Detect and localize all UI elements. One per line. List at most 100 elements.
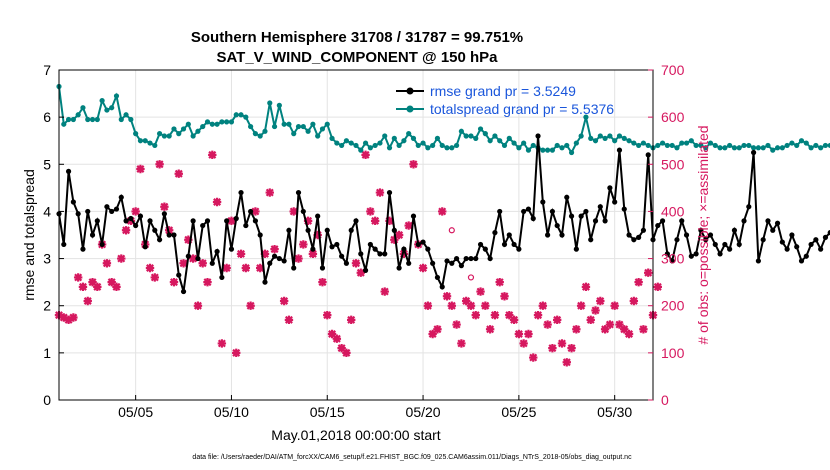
totalspread-point — [703, 145, 709, 151]
y-tick-label-left: 1 — [43, 345, 51, 361]
rmse-point — [449, 260, 455, 266]
y-tick-label-left: 3 — [43, 251, 51, 267]
obs-assimilated-marker — [83, 296, 92, 306]
obs-assimilated-marker — [299, 240, 308, 249]
rmse-point — [501, 241, 508, 248]
totalspread-point — [89, 116, 96, 123]
obs-marker-shape — [634, 277, 643, 287]
obs-assimilated-marker — [279, 296, 289, 306]
rmse-point — [204, 218, 211, 224]
totalspread-point — [372, 142, 378, 149]
totalspread-point — [382, 133, 388, 139]
obs-marker-shape — [347, 315, 356, 325]
obs-marker-shape — [270, 244, 279, 254]
totalspread-point — [468, 133, 474, 139]
obs-assimilated-marker — [600, 325, 610, 334]
y-ticks-left: 0 1 2 3 4 5 6 7 — [43, 62, 64, 408]
totalspread-point — [636, 142, 642, 149]
rmse-point — [377, 251, 383, 257]
obs-marker-shape — [476, 287, 485, 296]
totalspread-point — [61, 121, 67, 127]
rmse-point — [262, 279, 268, 285]
obs-assimilated-marker — [557, 339, 567, 348]
rmse-point — [310, 246, 316, 252]
obs-assimilated-marker — [174, 169, 183, 178]
y-tick-label-right: 600 — [661, 109, 685, 125]
obs-assimilated-marker — [112, 282, 121, 292]
rmse-point — [65, 168, 72, 174]
obs-assimilated-marker — [586, 315, 595, 325]
totalspread-point — [818, 145, 824, 151]
obs-marker-shape — [505, 310, 514, 320]
totalspread-point — [133, 131, 139, 137]
rmse-point — [813, 237, 819, 243]
rmse-point — [209, 260, 215, 266]
totalspread-point — [746, 142, 752, 149]
obs-marker-shape — [461, 296, 471, 306]
obs-assimilated-marker — [332, 334, 342, 343]
totalspread-point — [224, 119, 230, 125]
x-axis-label: May.01,2018 00:00:00 start — [271, 427, 441, 443]
totalspread-point — [707, 140, 714, 146]
obs-assimilated-marker — [543, 320, 552, 329]
obs-assimilated-marker — [490, 310, 500, 320]
totalspread-point — [166, 133, 172, 139]
totalspread-point — [727, 142, 733, 149]
obs-assimilated-marker — [69, 313, 78, 322]
obs-marker-shape — [581, 282, 591, 292]
rmse-point — [774, 220, 781, 226]
totalspread-point — [171, 126, 177, 132]
obs-marker-shape — [644, 268, 653, 277]
totalspread-point — [674, 145, 680, 151]
totalspread-point — [70, 116, 76, 123]
obs-marker-shape — [318, 277, 327, 287]
obs-assimilated-marker — [208, 150, 217, 160]
rmse-point — [228, 246, 235, 252]
x-ticks: 05/05 05/10 05/15 05/20 05/25 05/30 — [118, 395, 632, 420]
obs-assimilated-marker — [303, 216, 313, 226]
obs-assimilated-marker — [399, 249, 409, 259]
totalspread-point — [784, 142, 790, 149]
y-axis-label-right: # of obs: o=possible; ×=assimilated — [695, 125, 711, 344]
totalspread-point — [760, 145, 766, 151]
rmse-point — [516, 246, 522, 252]
x-tick-label: 05/10 — [214, 404, 249, 420]
obs-assimilated-marker — [188, 254, 198, 263]
obs-marker-shape — [466, 301, 476, 310]
totalspread-point — [511, 140, 517, 146]
rmse-point — [803, 253, 809, 259]
totalspread-point — [808, 145, 814, 151]
obs-assimilated-marker — [394, 230, 404, 240]
obs-assimilated-marker — [438, 207, 447, 216]
obs-marker-shape — [198, 259, 207, 268]
rmse-point — [430, 260, 436, 266]
totalspread-point — [549, 147, 556, 153]
obs-marker-shape — [605, 320, 615, 329]
chart-subtitle: SAT_V_WIND_COMPONENT @ 150 hPa — [216, 49, 498, 66]
totalspread-point — [401, 138, 407, 144]
rmse-point — [631, 237, 637, 243]
obs-assimilated-marker — [318, 277, 327, 287]
rmse-point — [568, 213, 575, 219]
totalspread-point — [248, 123, 254, 130]
obs-marker-shape — [217, 339, 227, 348]
obs-assimilated-marker — [581, 282, 591, 292]
rmse-point — [176, 272, 182, 278]
totalspread-point — [353, 142, 359, 149]
obs-marker-shape — [481, 301, 490, 310]
totalspread-point — [75, 112, 81, 118]
rmse-point — [386, 189, 393, 196]
totalspread-point — [521, 140, 527, 146]
totalspread-point — [334, 140, 340, 146]
rmse-point — [358, 251, 364, 257]
obs-assimilated-marker — [433, 325, 442, 334]
obs-assimilated-marker — [485, 325, 495, 334]
x-tick-label: 05/20 — [406, 404, 441, 420]
y-tick-label-left: 4 — [43, 203, 51, 219]
totalspread-point — [545, 147, 551, 153]
totalspread-point — [348, 140, 354, 146]
y-tick-label-right: 400 — [661, 203, 685, 219]
obs-marker-shape — [342, 348, 351, 358]
obs-marker-shape — [557, 339, 567, 348]
totalspread-point — [281, 121, 287, 127]
